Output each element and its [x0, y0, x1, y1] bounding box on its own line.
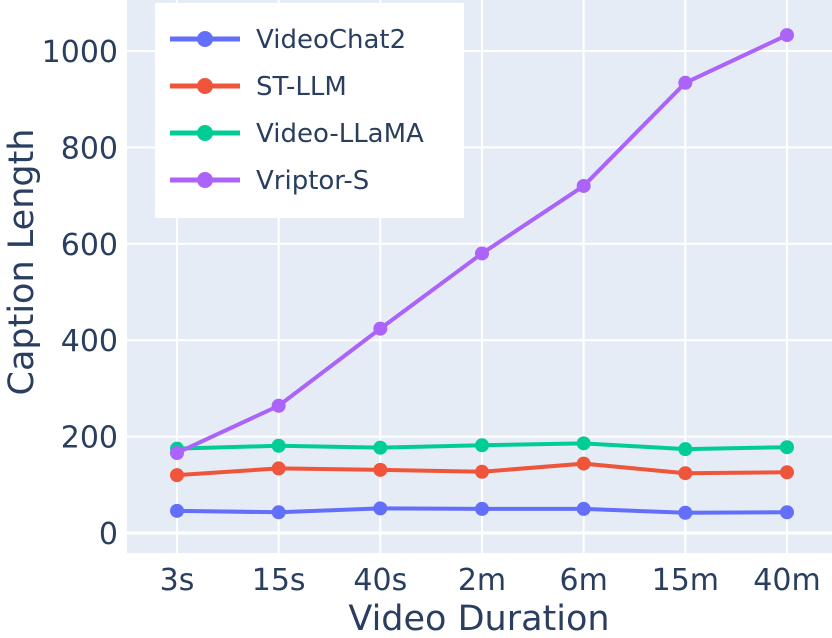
- y-tick-label: 800: [61, 131, 118, 166]
- data-point: [271, 438, 286, 453]
- legend-marker-icon: [197, 172, 213, 188]
- data-point: [170, 468, 184, 483]
- data-point: [576, 436, 591, 451]
- data-point: [678, 75, 693, 90]
- x-tick-label: 6m: [560, 563, 608, 598]
- series-st-llm: [170, 456, 794, 483]
- legend: VideoChat2 ST-LLM Video-LLaMA Vriptor-S: [155, 3, 464, 218]
- data-point: [373, 440, 388, 455]
- data-point: [271, 461, 286, 476]
- legend-marker-icon: [197, 31, 213, 47]
- legend-item: Vriptor-S: [170, 166, 369, 196]
- legend-marker-icon: [197, 125, 213, 141]
- data-point: [780, 465, 794, 480]
- y-tick-labels: 0 200 400 600 800 1000: [42, 35, 118, 552]
- x-tick-label: 3s: [160, 563, 195, 598]
- y-tick-label: 1000: [42, 35, 118, 70]
- x-tick-label: 2m: [458, 563, 506, 598]
- series-video-llama: [170, 436, 794, 457]
- legend-label: VideoChat2: [256, 25, 406, 55]
- x-tick-label: 40s: [353, 563, 407, 598]
- data-point: [373, 462, 388, 477]
- data-point: [373, 321, 388, 336]
- data-point: [373, 501, 388, 516]
- data-point: [678, 505, 693, 520]
- x-tick-label: 15m: [652, 563, 719, 598]
- data-point: [475, 501, 489, 516]
- x-tick-labels: 3s 15s 40s 2m 6m 15m 40m: [160, 563, 821, 598]
- legend-item: ST-LLM: [170, 72, 347, 102]
- data-point: [475, 438, 489, 453]
- data-point: [576, 501, 591, 516]
- series-videochat2: [170, 501, 794, 520]
- legend-item: Video-LLaMA: [170, 119, 424, 149]
- data-point: [678, 466, 693, 481]
- data-point: [271, 398, 286, 413]
- data-point: [271, 505, 286, 520]
- data-point: [170, 503, 184, 518]
- x-tick-label: 15s: [252, 563, 306, 598]
- data-point: [475, 464, 489, 479]
- series-layer: [170, 28, 794, 520]
- data-point: [678, 442, 693, 457]
- data-point: [170, 445, 184, 460]
- y-tick-label: 600: [61, 228, 118, 263]
- legend-marker-icon: [197, 78, 213, 94]
- data-point: [780, 505, 794, 520]
- legend-label: Video-LLaMA: [256, 119, 424, 149]
- legend-label: Vriptor-S: [256, 166, 369, 196]
- y-tick-label: 200: [61, 421, 118, 456]
- legend-label: ST-LLM: [256, 72, 347, 102]
- y-tick-label: 400: [61, 324, 118, 359]
- series-vriptor-s: [170, 28, 794, 460]
- x-tick-label: 40m: [753, 563, 820, 598]
- y-axis-title: Caption Length: [2, 129, 42, 396]
- data-point: [780, 440, 794, 455]
- y-tick-label: 0: [99, 517, 118, 552]
- data-point: [576, 178, 591, 193]
- data-point: [475, 246, 489, 261]
- data-point: [780, 28, 794, 43]
- x-axis-title: Video Duration: [348, 599, 609, 638]
- data-point: [576, 456, 591, 471]
- legend-item: VideoChat2: [170, 25, 406, 55]
